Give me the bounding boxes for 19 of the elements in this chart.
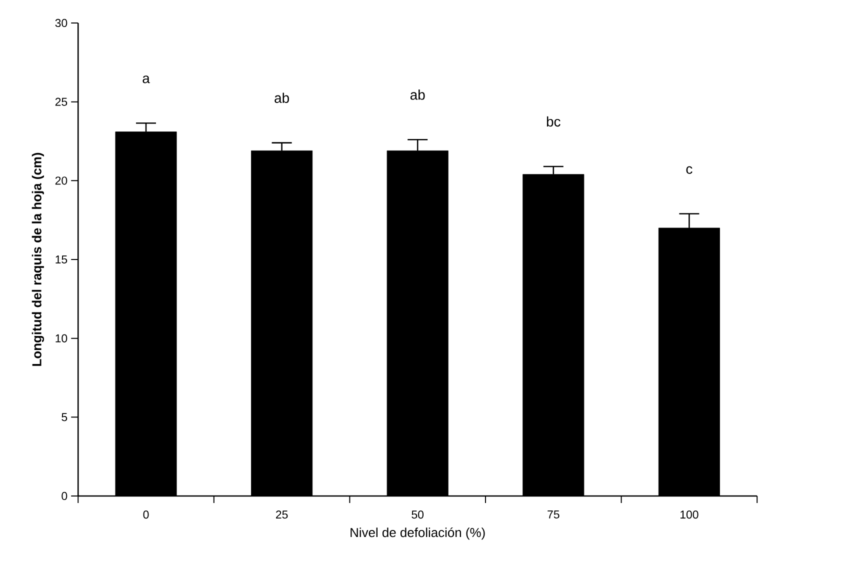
x-tick-label: 75: [548, 510, 560, 518]
y-tick-label: 15: [56, 255, 68, 264]
y-tick-label: 0: [62, 492, 68, 500]
y-tick-label: 25: [55, 98, 68, 106]
annotation: ab: [410, 90, 425, 100]
x-tick-label: 25: [276, 510, 288, 519]
y-tick-label: 30: [55, 18, 68, 28]
y-axis-title: Longitud del raquis de la hoja (cm): [32, 152, 44, 366]
annotation: ab: [274, 92, 289, 103]
x-tick-label: 0: [143, 510, 149, 519]
annotation: c: [686, 166, 692, 174]
annotation: bc: [546, 116, 560, 127]
x-tick-label: 100: [680, 510, 698, 519]
y-tick-label: 10: [56, 334, 68, 342]
x-axis-title: Nivel de defoliación (%): [350, 527, 485, 540]
annotation: a: [142, 76, 150, 84]
y-tick-label: 5: [62, 413, 68, 422]
x-tick-label: 50: [412, 510, 424, 519]
y-tick-label: 20: [55, 176, 68, 185]
